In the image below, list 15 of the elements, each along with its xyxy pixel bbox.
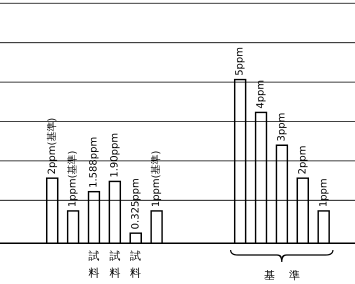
data-label: 1.90ppm [109, 132, 120, 178]
data-label: 1.588ppm [88, 136, 100, 188]
data-label: 1ppm [318, 178, 330, 208]
data-label: 2ppm(基準) [46, 118, 58, 174]
text: 基準 [262, 268, 315, 283]
data-label: 5ppm [234, 47, 246, 76]
data-label: 3ppm [276, 112, 288, 142]
x-tick-label: 試料 [88, 249, 100, 280]
x-tick-label: 試料 [109, 249, 120, 280]
data-label: 0.325ppm [130, 178, 142, 230]
data-label: 2ppm [297, 146, 308, 174]
x-tick-label: 試料 [130, 249, 142, 280]
data-label: 4ppm [256, 80, 267, 109]
data-label: 1ppm(基準) [150, 150, 162, 208]
data-label: 1ppm(基準) [66, 150, 79, 208]
